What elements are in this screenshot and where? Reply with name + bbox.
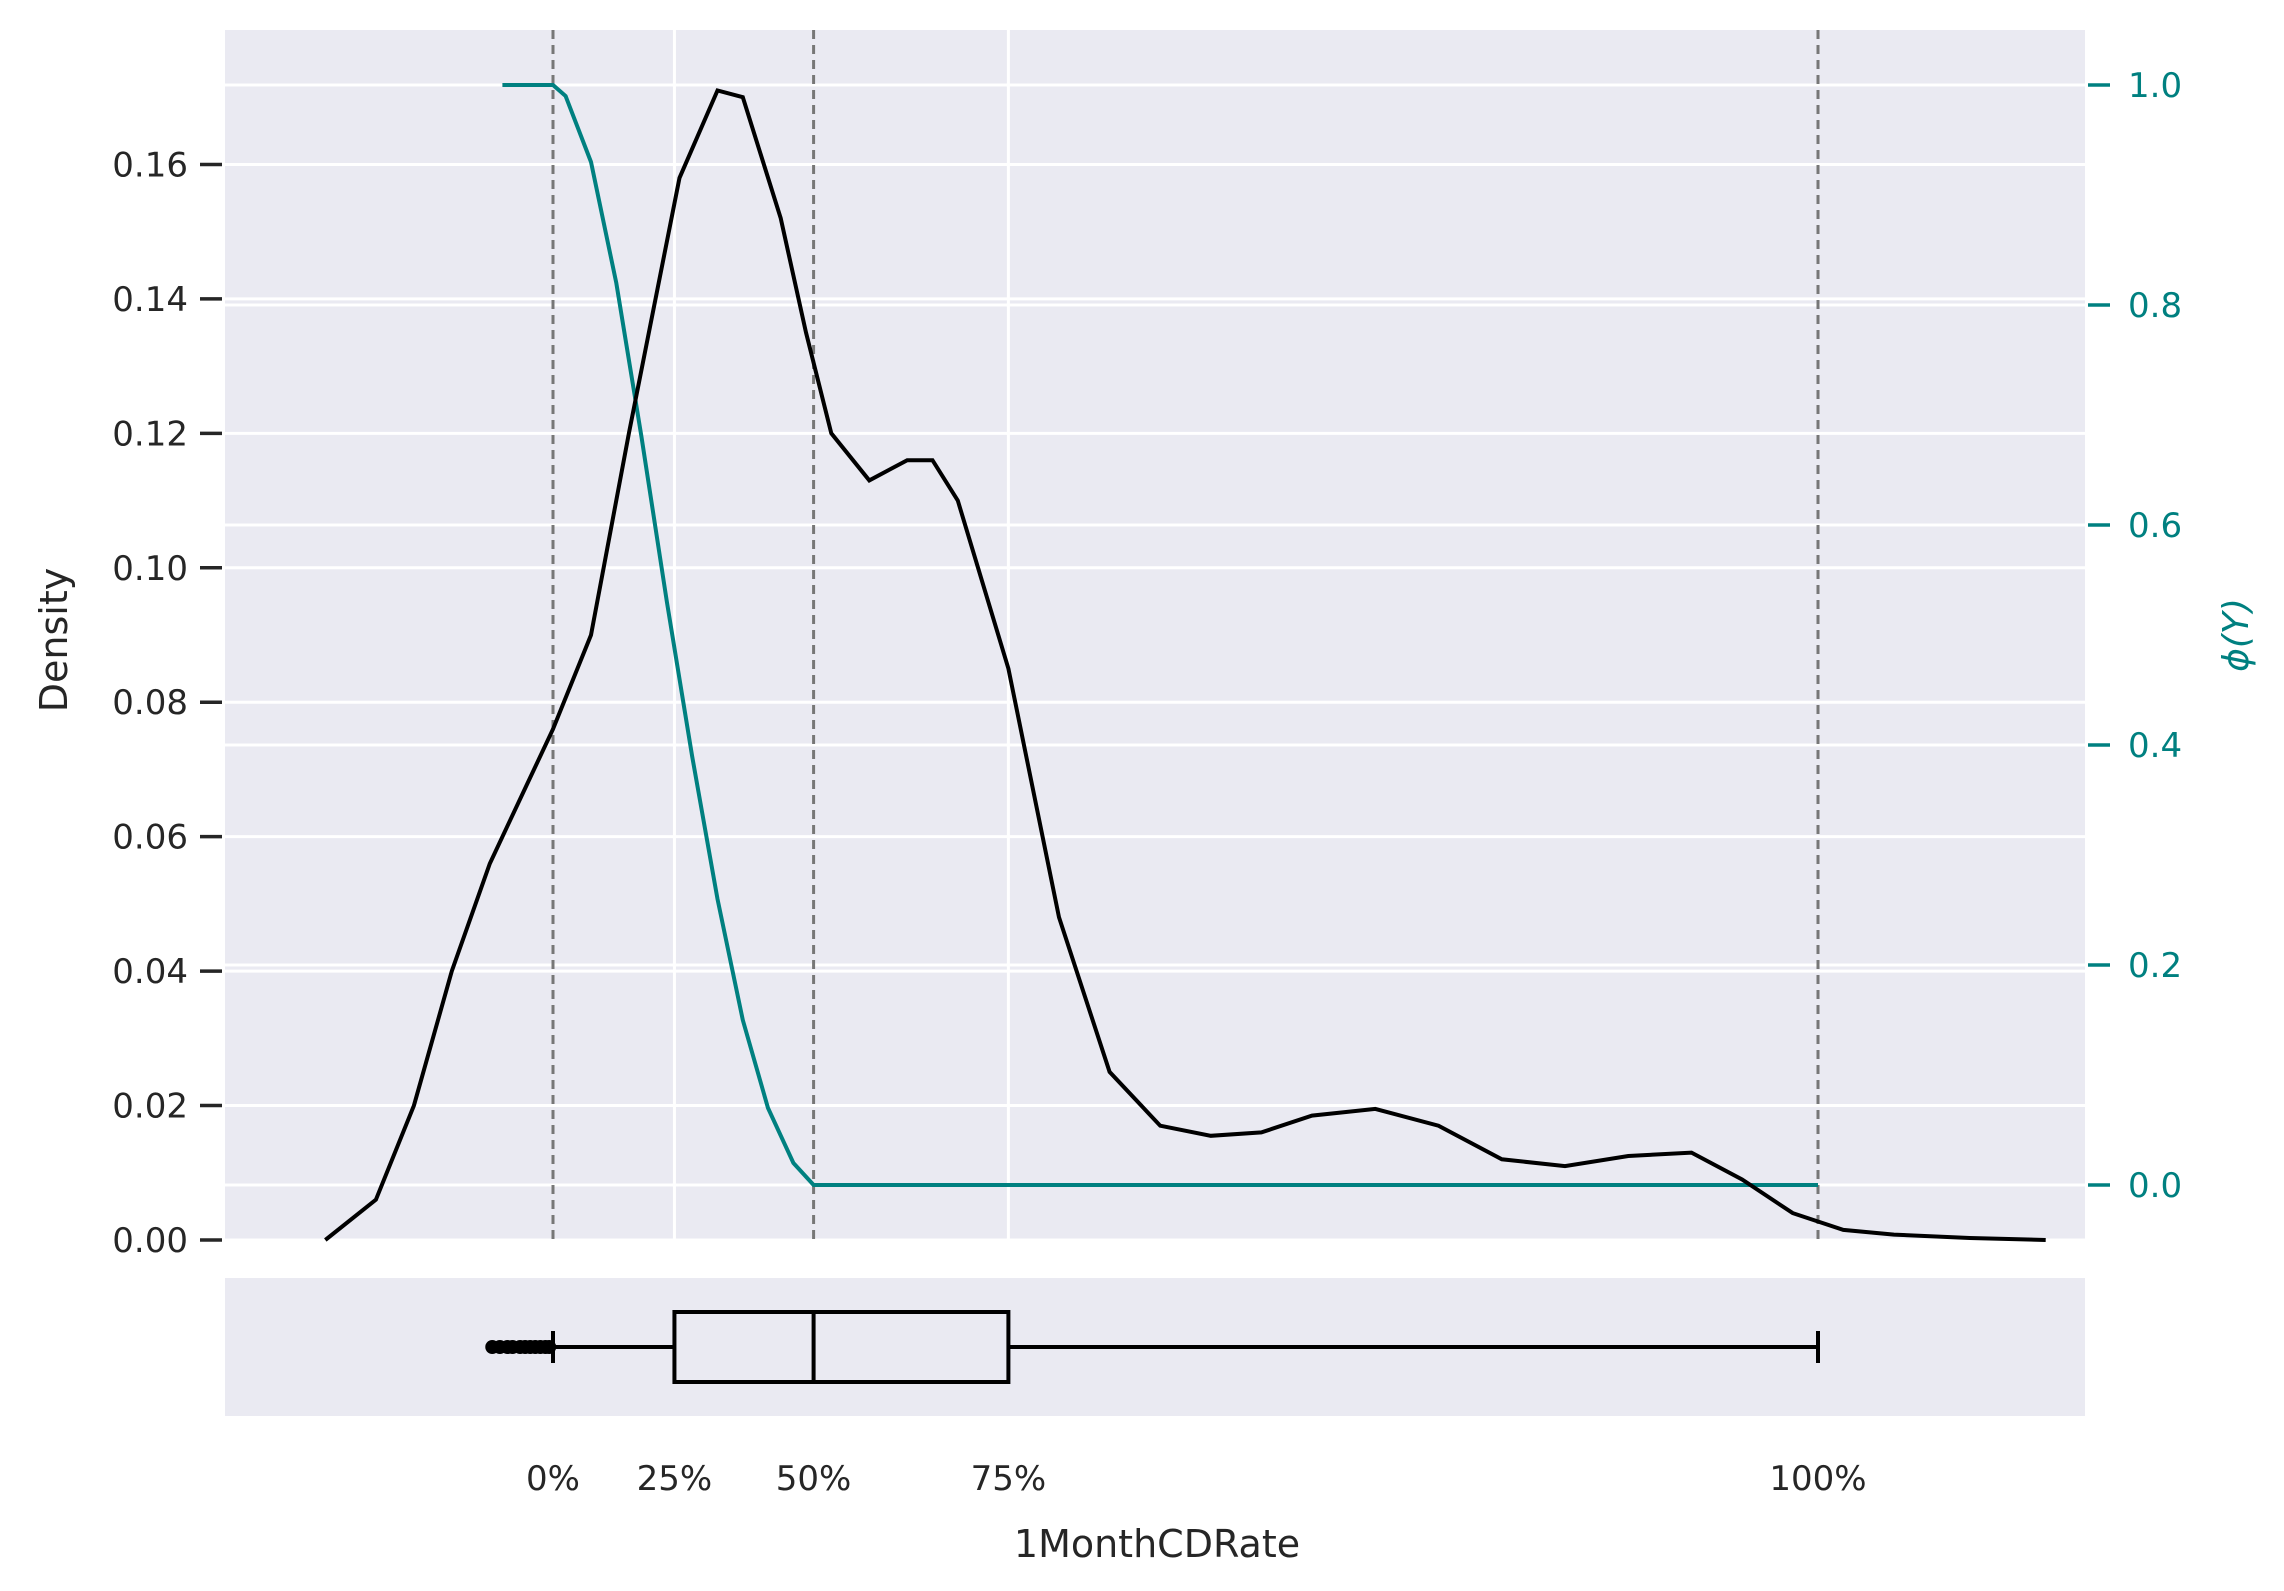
left-tick-label: 0.12 — [112, 414, 188, 454]
left-tick-label: 0.00 — [112, 1221, 188, 1261]
right-tick-label: 0.0 — [2128, 1166, 2182, 1206]
left-tick-label: 0.08 — [112, 683, 188, 723]
right-tick-label: 0.6 — [2128, 506, 2182, 546]
y-axis-title: Density — [32, 568, 76, 712]
grid-lines — [225, 30, 2085, 1416]
box-iqr — [672, 1310, 1011, 1384]
x-tick-label: 100% — [1769, 1459, 1866, 1499]
x-tick-label: 50% — [776, 1459, 852, 1499]
phi-series-line — [502, 83, 1818, 1187]
left-tick-label: 0.14 — [112, 280, 188, 320]
left-tick-label: 0.06 — [112, 818, 188, 858]
right-tick-label: 0.2 — [2128, 946, 2182, 986]
right-tick-label: 1.0 — [2128, 66, 2182, 106]
left-tick-label: 0.04 — [112, 952, 188, 992]
x-axis-quantile-labels: 0% 25% 50% 75% 100% — [526, 1459, 1867, 1499]
right-tick-label: 0.8 — [2128, 286, 2182, 326]
quantile-reference-lines — [551, 30, 1820, 1240]
left-tick-label: 0.02 — [112, 1087, 188, 1127]
x-tick-label: 75% — [971, 1459, 1047, 1499]
box-outlier-point — [542, 1340, 557, 1354]
right-tick-label: 0.4 — [2128, 726, 2182, 766]
left-y-axis: 0.00 0.02 0.04 0.06 0.08 0.10 0.12 0.14 0.16 — [112, 145, 222, 1261]
x-axis-title: 1MonthCDRate — [1014, 1522, 1300, 1566]
density-plot-area — [225, 30, 2085, 1240]
right-y-axis: 0.0 0.2 0.4 0.6 0.8 1.0 — [2088, 66, 2182, 1206]
y2-axis-title: ϕ(Y) — [2216, 598, 2257, 672]
boxplot — [485, 1310, 1820, 1384]
series-layer — [324, 83, 2046, 1242]
left-tick-label: 0.16 — [112, 145, 188, 185]
x-tick-label: 0% — [526, 1459, 580, 1499]
left-tick-label: 0.10 — [112, 549, 188, 589]
density-series-line — [324, 88, 2046, 1242]
x-tick-label: 25% — [637, 1459, 713, 1499]
